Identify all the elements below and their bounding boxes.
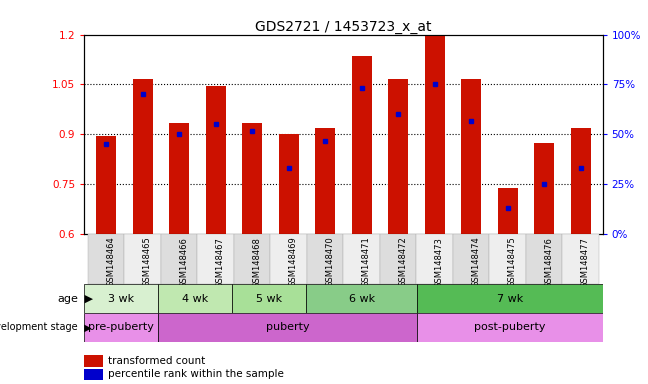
FancyBboxPatch shape: [124, 234, 161, 284]
Text: GSM148474: GSM148474: [471, 237, 480, 288]
Text: pre-puberty: pre-puberty: [88, 322, 154, 333]
Text: GSM148472: GSM148472: [399, 237, 407, 288]
Bar: [84, 355, 103, 367]
Bar: [571, 128, 591, 234]
Text: 6 wk: 6 wk: [349, 293, 375, 304]
FancyBboxPatch shape: [270, 234, 307, 284]
FancyBboxPatch shape: [88, 234, 124, 284]
Text: transformed count: transformed count: [108, 356, 205, 366]
FancyBboxPatch shape: [417, 284, 603, 313]
Bar: [388, 79, 408, 234]
Text: GSM148477: GSM148477: [581, 237, 590, 288]
Bar: [84, 369, 103, 380]
FancyBboxPatch shape: [343, 234, 380, 284]
Text: GSM148468: GSM148468: [252, 237, 261, 288]
Text: 3 wk: 3 wk: [108, 293, 134, 304]
Title: GDS2721 / 1453723_x_at: GDS2721 / 1453723_x_at: [255, 20, 432, 33]
Text: percentile rank within the sample: percentile rank within the sample: [108, 369, 284, 379]
FancyBboxPatch shape: [380, 234, 417, 284]
Text: GSM148466: GSM148466: [179, 237, 188, 288]
FancyBboxPatch shape: [233, 284, 307, 313]
Text: 7 wk: 7 wk: [497, 293, 523, 304]
Text: GSM148464: GSM148464: [106, 237, 115, 288]
Bar: [205, 86, 226, 234]
FancyBboxPatch shape: [307, 284, 417, 313]
Text: GSM148473: GSM148473: [435, 237, 444, 288]
Bar: [133, 79, 153, 234]
FancyBboxPatch shape: [158, 313, 417, 342]
FancyBboxPatch shape: [489, 234, 526, 284]
Text: GSM148470: GSM148470: [325, 237, 334, 288]
Bar: [534, 143, 554, 234]
Text: ▶: ▶: [81, 293, 93, 304]
Text: ▶: ▶: [81, 322, 91, 333]
Bar: [279, 134, 299, 234]
Text: 4 wk: 4 wk: [182, 293, 209, 304]
Bar: [315, 128, 335, 234]
Text: 5 wk: 5 wk: [257, 293, 283, 304]
FancyBboxPatch shape: [84, 313, 158, 342]
FancyBboxPatch shape: [161, 234, 198, 284]
Text: GSM148475: GSM148475: [508, 237, 516, 288]
Bar: [352, 56, 372, 234]
FancyBboxPatch shape: [84, 284, 158, 313]
Bar: [96, 136, 116, 234]
Text: post-puberty: post-puberty: [474, 322, 546, 333]
FancyBboxPatch shape: [562, 234, 599, 284]
FancyBboxPatch shape: [234, 234, 270, 284]
FancyBboxPatch shape: [307, 234, 343, 284]
Text: development stage: development stage: [0, 322, 78, 333]
Text: age: age: [57, 293, 78, 304]
Text: GSM148465: GSM148465: [143, 237, 152, 288]
Bar: [242, 123, 262, 234]
FancyBboxPatch shape: [198, 234, 234, 284]
Bar: [424, 36, 445, 234]
FancyBboxPatch shape: [526, 234, 562, 284]
Text: puberty: puberty: [266, 322, 310, 333]
Bar: [498, 188, 518, 234]
FancyBboxPatch shape: [417, 234, 453, 284]
Text: GSM148476: GSM148476: [544, 237, 553, 288]
Bar: [461, 79, 481, 234]
Text: GSM148467: GSM148467: [216, 237, 225, 288]
FancyBboxPatch shape: [417, 313, 603, 342]
FancyBboxPatch shape: [158, 284, 233, 313]
Text: GSM148471: GSM148471: [362, 237, 371, 288]
Bar: [169, 123, 189, 234]
Text: GSM148469: GSM148469: [288, 237, 297, 288]
FancyBboxPatch shape: [453, 234, 489, 284]
